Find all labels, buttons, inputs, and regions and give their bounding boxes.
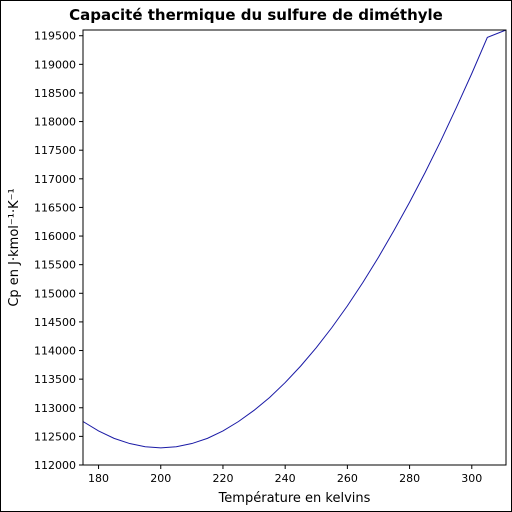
x-axis-label: Température en kelvins	[218, 491, 371, 506]
y-tick-label: 119000	[34, 58, 76, 71]
x-tick-label: 280	[399, 472, 420, 485]
x-tick-label: 240	[275, 472, 296, 485]
x-tick-label: 180	[88, 472, 109, 485]
y-tick-label: 118500	[34, 87, 76, 100]
y-tick-label: 112500	[34, 430, 76, 443]
y-tick-label: 117000	[34, 173, 76, 186]
y-tick-label: 113000	[34, 402, 76, 415]
x-tick-label: 260	[337, 472, 358, 485]
y-tick-label: 119500	[34, 30, 76, 43]
series-line	[82, 29, 507, 449]
y-tick-label: 112000	[34, 459, 76, 472]
plot-frame	[82, 29, 507, 466]
y-tick-label: 114000	[34, 345, 76, 358]
y-tick-label: 118000	[34, 116, 76, 129]
x-tick-label: 200	[150, 472, 171, 485]
y-tick-label: 114500	[34, 316, 76, 329]
y-tick-label: 113500	[34, 373, 76, 386]
y-axis-label: Cp en J·kmol⁻¹·K⁻¹	[7, 188, 22, 306]
y-axis-ticks: 112000 112500 113000 113500 114000 114500 1150…	[34, 30, 83, 472]
x-axis-ticks: 180 200 220 240 260 280 300	[88, 465, 482, 485]
x-tick-label: 300	[461, 472, 482, 485]
x-tick-label: 220	[212, 472, 233, 485]
y-tick-label: 116500	[34, 201, 76, 214]
chart-title: Capacité thermique du sulfure de diméthy…	[69, 6, 443, 24]
y-tick-label: 117500	[34, 144, 76, 157]
y-tick-label: 115000	[34, 287, 76, 300]
y-tick-label: 115500	[34, 259, 76, 272]
y-tick-label: 116000	[34, 230, 76, 243]
